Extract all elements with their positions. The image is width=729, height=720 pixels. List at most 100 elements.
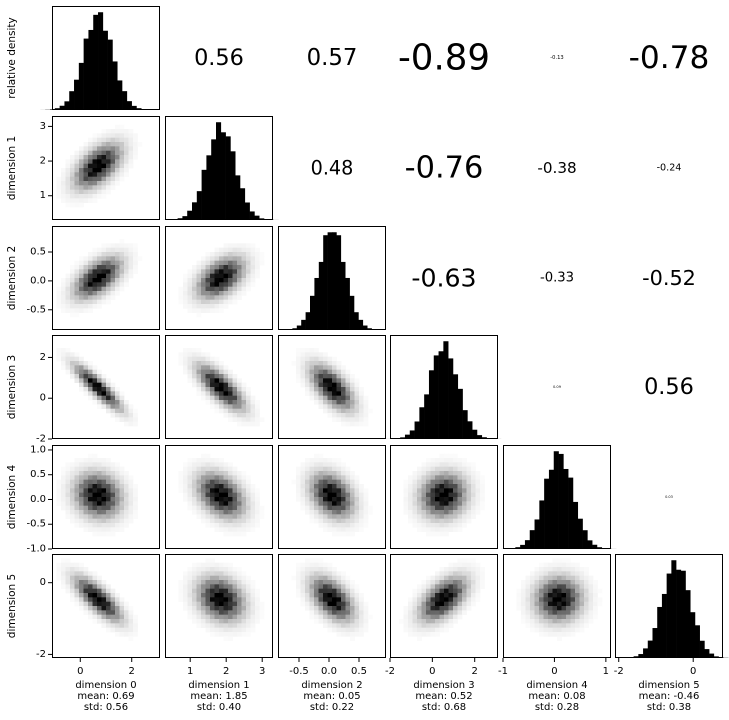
heatmap-cell xyxy=(205,273,211,279)
heatmap-cell xyxy=(309,365,315,371)
heatmap-cell xyxy=(466,518,472,524)
heatmap-cell xyxy=(232,413,238,418)
heatmap-cell xyxy=(110,400,116,405)
heatmap-cell xyxy=(61,567,66,572)
heatmap-cell xyxy=(210,304,215,309)
heatmap-cell xyxy=(475,471,481,476)
heatmap-cell xyxy=(128,247,134,253)
heatmap-cell xyxy=(444,484,449,489)
heatmap-cell xyxy=(101,458,107,463)
heatmap-cell xyxy=(309,597,315,603)
heatmap-cell xyxy=(115,256,120,262)
heatmap-cell xyxy=(341,404,346,410)
heatmap-cell xyxy=(237,269,242,275)
heatmap-cell xyxy=(552,619,558,624)
heatmap-cell xyxy=(232,497,238,502)
heatmap-cell xyxy=(196,260,202,266)
heatmap-cell xyxy=(561,575,567,581)
heatmap-cell xyxy=(354,387,360,392)
heatmap-cell xyxy=(83,514,89,520)
heatmap-cell xyxy=(106,458,111,463)
heatmap-cell xyxy=(223,365,229,371)
heatmap-cell xyxy=(70,282,75,288)
heatmap-cell xyxy=(79,501,84,507)
heatmap-cell xyxy=(241,278,247,283)
heatmap-cell xyxy=(124,619,129,624)
heatmap-cell xyxy=(430,588,436,594)
heatmap-cell xyxy=(296,356,301,362)
heatmap-cell xyxy=(327,601,333,607)
histogram-bar xyxy=(220,132,226,220)
heatmap-cell xyxy=(214,361,220,366)
heatmap-cell xyxy=(421,497,427,502)
heatmap-cell xyxy=(444,614,449,620)
heatmap-cell xyxy=(327,584,333,590)
heatmap-cell xyxy=(250,395,256,401)
heatmap-cell xyxy=(79,304,84,309)
heatmap-cell xyxy=(110,479,116,485)
heatmap-cell xyxy=(232,252,238,257)
heatmap-cell xyxy=(359,597,364,603)
heatmap-cell xyxy=(205,518,211,524)
heatmap-cell xyxy=(205,369,211,375)
heatmap-cell xyxy=(88,505,93,511)
heatmap-cell xyxy=(327,471,333,476)
heatmap-cell xyxy=(336,505,342,511)
heatmap-cell xyxy=(525,593,531,598)
heatmap-cell xyxy=(61,304,66,309)
heatmap-cell xyxy=(83,523,89,528)
heatmap-cell xyxy=(332,497,337,502)
heatmap-cell xyxy=(561,588,567,594)
heatmap-cell xyxy=(61,168,66,173)
heatmap-cell xyxy=(79,256,84,262)
heatmap-cell xyxy=(448,497,454,502)
heatmap-cell xyxy=(300,601,306,607)
heatmap-cell xyxy=(403,610,409,616)
heatmap-cell xyxy=(557,632,562,637)
heatmap-cell xyxy=(300,475,306,481)
heatmap-cell xyxy=(133,252,138,257)
heatmap-cell xyxy=(119,252,125,257)
heatmap-cell xyxy=(210,558,215,564)
heatmap-cell xyxy=(359,610,364,616)
heatmap-cell xyxy=(192,348,197,353)
x-axis-mean: mean: 1.85 xyxy=(190,691,247,702)
histogram-bar xyxy=(448,358,454,439)
heatmap-cell xyxy=(219,260,224,266)
heatmap-cell xyxy=(219,387,224,392)
heatmap-cell xyxy=(196,356,202,362)
heatmap-cell xyxy=(448,458,454,463)
heatmap-cell xyxy=(106,176,111,182)
heatmap-cell xyxy=(255,588,260,594)
heatmap-cell xyxy=(323,458,328,463)
heatmap-cell xyxy=(548,588,553,594)
heatmap-cell xyxy=(314,453,319,459)
heatmap-cell xyxy=(128,260,134,266)
heatmap-cell xyxy=(530,593,535,598)
heatmap-cell xyxy=(214,593,220,598)
heatmap-cell xyxy=(110,382,116,388)
heatmap-cell xyxy=(237,518,242,524)
heatmap-cell xyxy=(318,492,324,498)
heatmap-cell xyxy=(187,584,193,590)
heatmap-cell xyxy=(196,378,202,384)
heatmap-cell xyxy=(327,571,333,577)
heatmap-cell xyxy=(56,488,62,494)
heatmap-cell xyxy=(201,361,206,366)
heatmap-cell xyxy=(223,475,229,481)
histogram-bar xyxy=(647,640,653,658)
heatmap-cell xyxy=(521,606,526,611)
heatmap-cell xyxy=(219,265,224,270)
heatmap-cell xyxy=(228,514,233,520)
heatmap-cell xyxy=(363,619,369,624)
heatmap-cell xyxy=(61,185,66,191)
correlation-label: 0.56 xyxy=(644,374,694,400)
heatmap-cell xyxy=(56,562,62,568)
heatmap-cell xyxy=(462,471,467,476)
heatmap-cell xyxy=(255,256,260,262)
heatmap-cell xyxy=(201,623,206,629)
heatmap-cell xyxy=(350,501,355,507)
heatmap-cell xyxy=(106,400,111,405)
heatmap-cell xyxy=(223,514,229,520)
heatmap-cell xyxy=(228,562,233,568)
